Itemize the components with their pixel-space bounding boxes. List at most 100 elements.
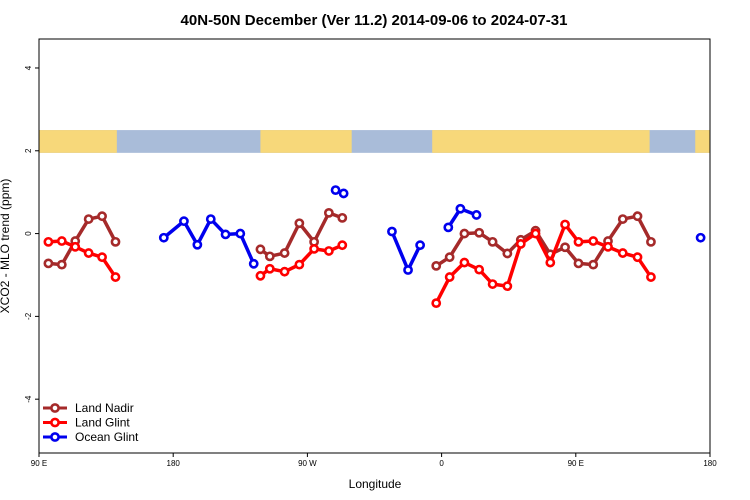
data-point bbox=[461, 259, 468, 266]
chart-title: 40N-50N December (Ver 11.2) 2014-09-06 t… bbox=[181, 12, 568, 29]
legend-marker bbox=[51, 404, 58, 411]
data-point bbox=[72, 243, 79, 250]
map-land bbox=[695, 130, 710, 153]
data-point bbox=[45, 238, 52, 245]
data-point bbox=[504, 250, 511, 257]
data-point bbox=[339, 214, 346, 221]
data-point bbox=[634, 254, 641, 261]
map-land bbox=[260, 130, 351, 153]
data-point bbox=[634, 213, 641, 220]
x-tick-label: 90 E bbox=[31, 459, 47, 468]
data-point bbox=[461, 230, 468, 237]
data-point bbox=[590, 261, 597, 268]
data-point bbox=[446, 273, 453, 280]
data-point bbox=[180, 218, 187, 225]
map-land bbox=[432, 130, 649, 153]
data-point bbox=[473, 211, 480, 218]
data-point bbox=[237, 230, 244, 237]
series-line bbox=[164, 219, 254, 264]
data-point bbox=[257, 272, 264, 279]
series-layer bbox=[45, 187, 704, 307]
data-point bbox=[45, 260, 52, 267]
data-point bbox=[404, 266, 411, 273]
data-point bbox=[489, 238, 496, 245]
data-point bbox=[325, 247, 332, 254]
data-point bbox=[489, 280, 496, 287]
data-point bbox=[517, 240, 524, 247]
data-point bbox=[476, 266, 483, 273]
data-point bbox=[339, 242, 346, 249]
legend: Land NadirLand GlintOcean Glint bbox=[43, 401, 139, 444]
series-land-nadir bbox=[45, 209, 655, 269]
data-point bbox=[332, 187, 339, 194]
data-point bbox=[590, 237, 597, 244]
x-tick-label: 180 bbox=[167, 459, 181, 468]
data-point bbox=[281, 249, 288, 256]
chart: 40N-50N December (Ver 11.2) 2014-09-06 t… bbox=[0, 0, 750, 500]
data-point bbox=[433, 300, 440, 307]
data-point bbox=[296, 220, 303, 227]
data-point bbox=[647, 273, 654, 280]
data-point bbox=[476, 229, 483, 236]
legend-marker bbox=[51, 433, 58, 440]
data-point bbox=[647, 238, 654, 245]
data-point bbox=[207, 215, 214, 222]
data-point bbox=[532, 230, 539, 237]
data-point bbox=[98, 213, 105, 220]
data-point bbox=[340, 190, 347, 197]
data-point bbox=[433, 262, 440, 269]
data-point bbox=[619, 249, 626, 256]
data-point bbox=[257, 246, 264, 253]
data-point bbox=[112, 273, 119, 280]
data-point bbox=[58, 261, 65, 268]
data-point bbox=[575, 260, 582, 267]
data-point bbox=[446, 254, 453, 261]
x-tick-label: 180 bbox=[703, 459, 717, 468]
data-point bbox=[85, 215, 92, 222]
data-point bbox=[604, 243, 611, 250]
series-line bbox=[392, 232, 420, 271]
data-point bbox=[311, 245, 318, 252]
world-map-band bbox=[39, 130, 710, 153]
legend-label: Ocean Glint bbox=[75, 430, 139, 444]
x-tick-label: 90 E bbox=[568, 459, 584, 468]
data-point bbox=[547, 259, 554, 266]
data-point bbox=[697, 234, 704, 241]
data-point bbox=[98, 254, 105, 261]
x-tick-label: 0 bbox=[439, 459, 444, 468]
data-point bbox=[160, 234, 167, 241]
data-point bbox=[417, 242, 424, 249]
series-ocean-glint bbox=[160, 187, 704, 274]
data-point bbox=[575, 238, 582, 245]
data-point bbox=[250, 260, 257, 267]
data-point bbox=[561, 221, 568, 228]
data-point bbox=[296, 261, 303, 268]
y-tick-label: -4 bbox=[24, 395, 33, 403]
data-point bbox=[457, 205, 464, 212]
data-point bbox=[504, 283, 511, 290]
y-tick-label: -2 bbox=[24, 312, 33, 320]
data-point bbox=[388, 228, 395, 235]
x-axis-label: Longitude bbox=[349, 477, 402, 491]
data-point bbox=[58, 237, 65, 244]
series-land-glint bbox=[45, 221, 655, 307]
data-point bbox=[194, 241, 201, 248]
data-point bbox=[85, 249, 92, 256]
data-point bbox=[281, 268, 288, 275]
y-axis-label: XCO2 - MLO trend (ppm) bbox=[0, 179, 12, 314]
data-point bbox=[222, 231, 229, 238]
legend-label: Land Glint bbox=[75, 416, 130, 430]
data-point bbox=[445, 224, 452, 231]
data-point bbox=[266, 253, 273, 260]
y-tick-label: 0 bbox=[24, 231, 33, 236]
data-point bbox=[112, 238, 119, 245]
map-land bbox=[39, 130, 117, 153]
data-point bbox=[325, 209, 332, 216]
y-tick-label: 2 bbox=[24, 148, 33, 153]
y-axis: -4 -2 0 2 4 bbox=[24, 65, 39, 403]
data-point bbox=[561, 244, 568, 251]
data-point bbox=[619, 215, 626, 222]
data-point bbox=[266, 265, 273, 272]
x-axis: 90 E 180 90 W 0 90 E 180 bbox=[31, 453, 717, 468]
y-tick-label: 4 bbox=[24, 65, 33, 70]
